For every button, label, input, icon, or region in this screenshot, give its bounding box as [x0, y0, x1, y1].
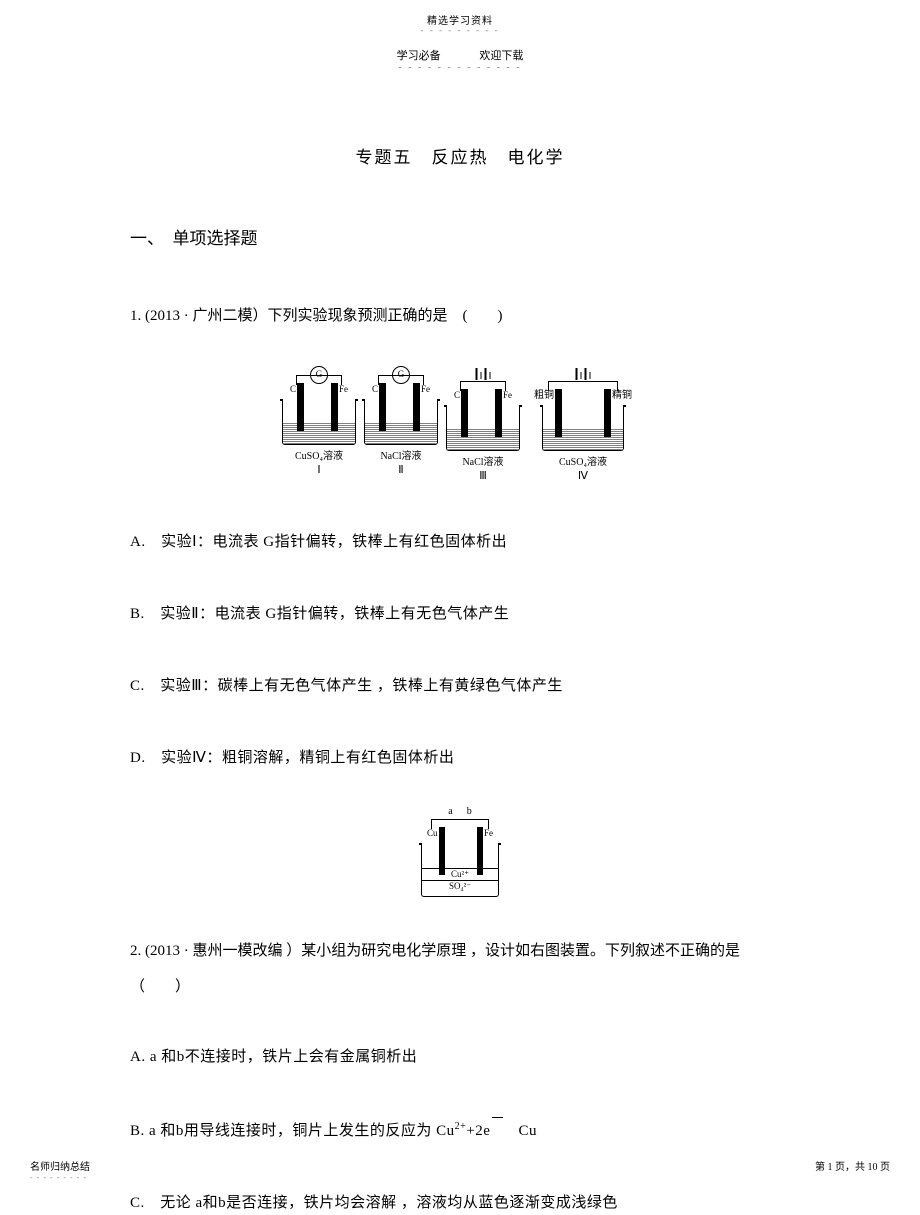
page-title: 专题五 反应热 电化学	[130, 143, 790, 168]
section-heading: 一、 单项选择题	[130, 224, 790, 249]
roman-numeral: Ⅲ	[446, 469, 520, 482]
electrode-label: 粗铜	[534, 391, 554, 401]
header-left: 学习必备	[397, 50, 441, 62]
header-top: 精选学习资料	[0, 0, 920, 27]
solution-ion: Cu²⁺	[422, 868, 498, 880]
header-line2: 学习必备 欢迎下载	[0, 47, 920, 63]
electrode-label: Fe	[339, 385, 348, 394]
electrode-label: Fe	[484, 829, 493, 838]
switch-b-label: b	[467, 806, 472, 817]
q1-diagrams: G C Fe CuSO₄溶液 Ⅰ G	[130, 366, 790, 482]
header-dash2: - - - - - - - - - - - - -	[0, 62, 920, 73]
diagram-1: G C Fe CuSO₄溶液 Ⅰ	[282, 366, 356, 482]
electrode-label: Fe	[503, 391, 512, 400]
solution-label: CuSO₄溶液	[282, 447, 356, 462]
q1-option-a: A. 实验Ⅰ：电流表 G指针偏转，铁棒上有红色固体析出	[130, 530, 790, 554]
q2-option-a: A. a 和b不连接时，铁片上会有金属铜析出	[130, 1045, 790, 1069]
q2-option-b: B. a 和b用导线连接时，铜片上发生的反应为 Cu2++2e Cu	[130, 1117, 790, 1143]
solution-label: CuSO₄溶液	[528, 453, 638, 468]
q1-stem: 1. (2013 · 广州二模）下列实验现象预测正确的是 ( )	[130, 303, 790, 330]
footer-right: 第 1 页，共 10 页	[815, 1158, 890, 1182]
footer: 名师归纳总结 - - - - - - - - - 第 1 页，共 10 页	[0, 1158, 920, 1182]
electrode-label: Cu	[427, 829, 438, 838]
roman-numeral: Ⅱ	[364, 463, 438, 476]
electrode-label: 精铜	[612, 391, 632, 401]
electrode-label: Fe	[421, 385, 430, 394]
diagram-4: 粗铜 精铜 CuSO₄溶液 Ⅳ	[528, 366, 638, 482]
solution-label: NaCl溶液	[446, 453, 520, 468]
q1-option-d: D. 实验Ⅳ：粗铜溶解，精铜上有红色固体析出	[130, 746, 790, 770]
q2-stem: 2. (2013 · 惠州一模改编 ）某小组为研究电化学原理 ，设计如右图装置。…	[130, 933, 790, 1005]
power-source-icon	[472, 368, 494, 382]
q2-option-c: C. 无论 a和b是否连接，铁片均会溶解 ，溶液均从蓝色逐渐变成浅绿色	[130, 1191, 790, 1215]
diagram-2: G C Fe NaCl溶液 Ⅱ	[364, 366, 438, 482]
header-right: 欢迎下载	[479, 50, 523, 62]
roman-numeral: Ⅳ	[528, 469, 638, 482]
solution-ion: SO₄²⁻	[422, 880, 498, 892]
power-source-icon	[572, 368, 594, 382]
footer-dash: - - - - - - - - -	[30, 1173, 90, 1182]
footer-left: 名师归纳总结	[30, 1158, 90, 1173]
diagram-3: C Fe NaCl溶液 Ⅲ	[446, 366, 520, 482]
solution-label: NaCl溶液	[364, 447, 438, 462]
q1-option-c: C. 实验Ⅲ：碳棒上有无色气体产生 ，铁棒上有黄绿色气体产生	[130, 674, 790, 698]
switch-a-label: a	[448, 806, 452, 817]
electrode-label: C	[454, 391, 460, 400]
roman-numeral: Ⅰ	[282, 463, 356, 476]
electrode-label: C	[372, 385, 378, 394]
electrode-label: C	[290, 385, 296, 394]
q2-diagram: a b Cu Fe Cu²⁺ SO₄²⁻	[130, 806, 790, 897]
q1-option-b: B. 实验Ⅱ：电流表 G指针偏转，铁棒上有无色气体产生	[130, 602, 790, 626]
header-dash: - - - - - - - - -	[0, 25, 920, 35]
